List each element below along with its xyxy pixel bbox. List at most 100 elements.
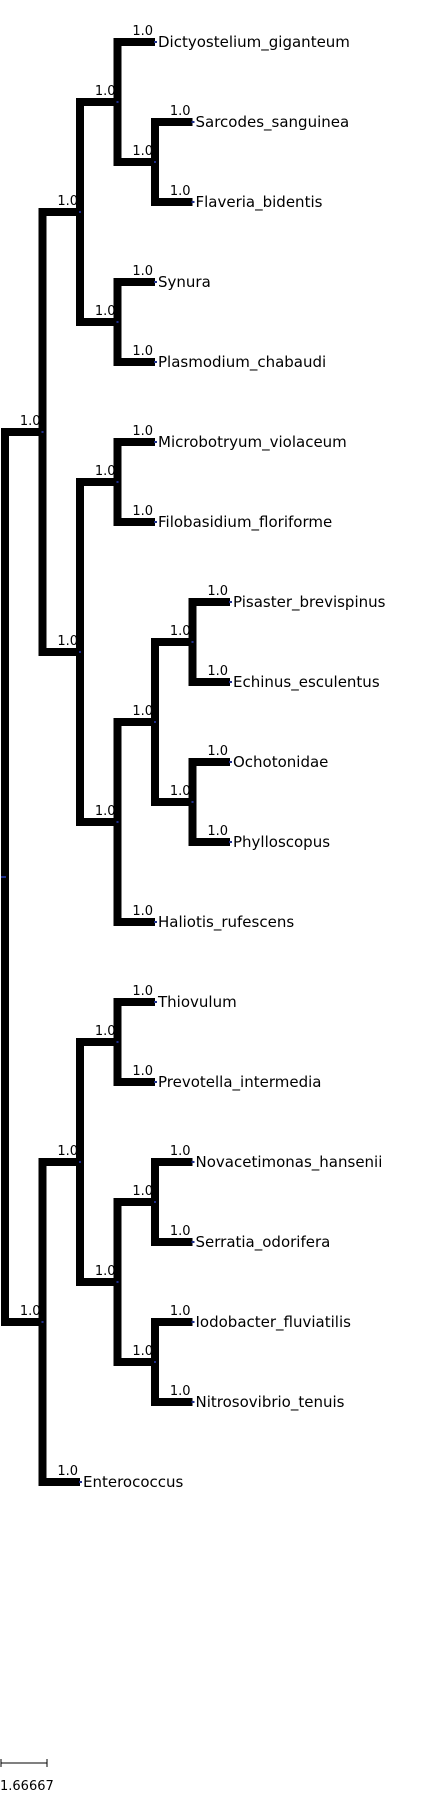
- support-value: 1.0: [20, 1304, 41, 1319]
- support-value: 1.0: [170, 1144, 191, 1159]
- leaf-node-marker: [191, 1161, 195, 1163]
- internal-branch: [113, 1198, 155, 1206]
- internal-branch: [113, 158, 155, 166]
- internal-node-marker: [191, 801, 194, 803]
- scale-bar-label: 1.66667: [0, 1779, 54, 1794]
- internal-node-marker: [116, 101, 119, 103]
- taxon-label: Sarcodes_sanguinea: [196, 113, 350, 132]
- leaf-branch: [151, 1318, 193, 1326]
- internal-branch: [1, 1318, 43, 1326]
- internal-branch: [151, 638, 193, 646]
- taxon-label: Serratia_odorifera: [196, 1233, 331, 1252]
- support-value: 1.0: [95, 464, 116, 479]
- leaf-node-marker: [154, 521, 157, 523]
- leaf-branch: [188, 758, 230, 766]
- leaf-branch: [113, 918, 155, 926]
- support-value: 1.0: [95, 804, 116, 819]
- taxon-label: Iodobacter_fluviatilis: [196, 1313, 352, 1332]
- taxon-label: Echinus_esculentus: [233, 673, 380, 692]
- support-value: 1.0: [132, 344, 153, 359]
- support-value: 1.0: [170, 1384, 191, 1399]
- internal-node-marker: [41, 1321, 44, 1323]
- support-value: 1.0: [207, 584, 228, 599]
- leaf-branch: [151, 198, 193, 206]
- support-value: 1.0: [20, 414, 41, 429]
- internal-node-marker: [116, 821, 119, 823]
- support-value: 1.0: [132, 904, 153, 919]
- internal-node-marker: [41, 431, 44, 433]
- taxon-label: Ochotonidae: [233, 753, 328, 771]
- leaf-node-marker: [154, 281, 157, 283]
- leaf-node-marker: [191, 201, 195, 203]
- leaf-branch: [188, 838, 230, 846]
- internal-node-marker: [154, 1361, 156, 1363]
- internal-node-marker: [116, 321, 119, 323]
- taxon-label: Microbotryum_violaceum: [158, 433, 347, 452]
- taxon-label: Enterococcus: [83, 1473, 184, 1491]
- taxon-label: Phylloscopus: [233, 833, 330, 851]
- support-value: 1.0: [132, 504, 153, 519]
- internal-branch: [76, 1278, 118, 1286]
- support-value: 1.0: [57, 634, 78, 649]
- taxon-label: Pisaster_brevispinus: [233, 593, 386, 612]
- leaf-branch: [113, 38, 155, 46]
- leaf-branch: [151, 1238, 193, 1246]
- leaf-node-marker: [191, 121, 195, 123]
- support-value: 1.0: [132, 144, 153, 159]
- leaf-node-marker: [229, 761, 232, 763]
- taxon-label: Nitrosovibrio_tenuis: [196, 1393, 345, 1412]
- internal-branch: [38, 208, 80, 216]
- internal-branch: [76, 318, 118, 326]
- leaf-node-marker: [154, 921, 157, 923]
- scale-bar: 1.66667: [0, 1759, 54, 1794]
- support-value: 1.0: [95, 84, 116, 99]
- support-value: 1.0: [170, 1224, 191, 1239]
- internal-node-marker: [154, 1201, 156, 1203]
- support-value: 1.0: [170, 624, 191, 639]
- leaf-branch: [113, 998, 155, 1006]
- support-value: 1.0: [132, 704, 153, 719]
- tree-node-markers: [1, 41, 232, 1483]
- support-value: 1.0: [170, 1304, 191, 1319]
- leaf-branch: [113, 358, 155, 366]
- support-value: 1.0: [57, 194, 78, 209]
- support-value: 1.0: [207, 824, 228, 839]
- tree-branches: [1, 38, 230, 1486]
- support-value: 1.0: [170, 184, 191, 199]
- internal-branch: [76, 98, 118, 106]
- leaf-branch: [151, 118, 193, 126]
- support-value: 1.0: [132, 264, 153, 279]
- leaf-node-marker: [154, 441, 157, 443]
- leaf-branch: [113, 1078, 155, 1086]
- root-node-marker: [1, 876, 4, 878]
- internal-branch: [151, 798, 193, 806]
- internal-branch: [76, 1038, 118, 1046]
- internal-node-marker: [79, 211, 81, 213]
- support-value: 1.0: [132, 984, 153, 999]
- support-value: 1.0: [132, 1184, 153, 1199]
- taxon-label: Prevotella_intermedia: [158, 1073, 321, 1092]
- support-value: 1.0: [57, 1144, 78, 1159]
- support-value: 1.0: [95, 1264, 116, 1279]
- leaf-node-marker: [154, 1001, 157, 1003]
- leaf-node-marker: [229, 601, 232, 603]
- internal-branch: [1, 428, 43, 436]
- taxon-label: Synura: [158, 273, 211, 291]
- internal-node-marker: [4, 876, 6, 878]
- leaf-node-marker: [154, 361, 157, 363]
- support-value: 1.0: [132, 424, 153, 439]
- leaf-branch: [151, 1398, 193, 1406]
- leaf-branch: [113, 518, 155, 526]
- taxon-label: Flaveria_bidentis: [196, 193, 323, 212]
- internal-node-marker: [79, 1161, 81, 1163]
- taxon-label: Dictyostelium_giganteum: [158, 33, 350, 52]
- internal-branch: [113, 718, 155, 726]
- internal-branch: [76, 818, 118, 826]
- leaf-branch: [188, 678, 230, 686]
- leaf-node-marker: [229, 841, 232, 843]
- support-value: 1.0: [170, 784, 191, 799]
- internal-node-marker: [116, 1041, 119, 1043]
- leaf-branch: [38, 1478, 80, 1486]
- internal-node-marker: [116, 1281, 119, 1283]
